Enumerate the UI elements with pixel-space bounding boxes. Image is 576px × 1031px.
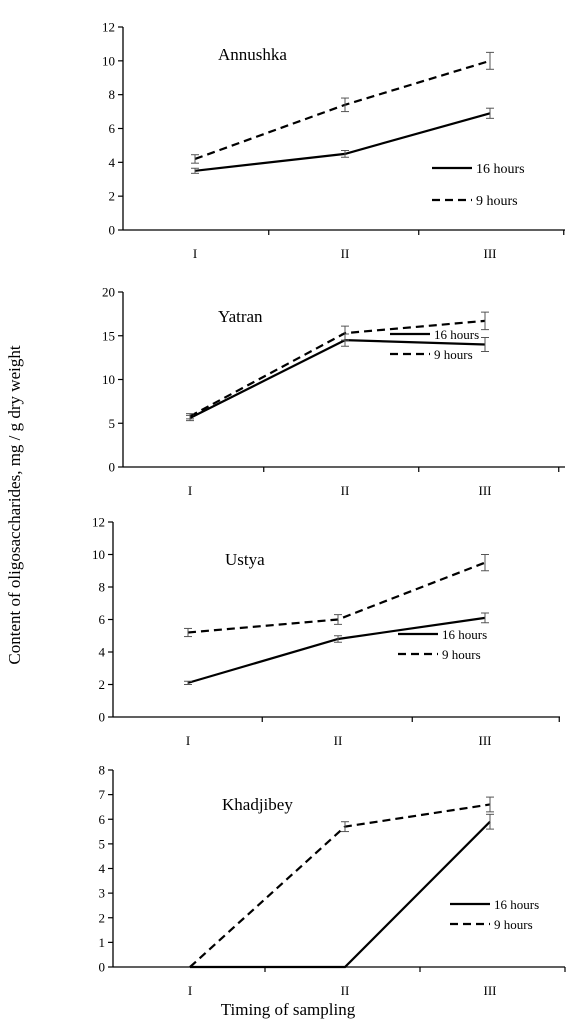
error-bar [341,325,349,341]
legend-label: 16 hours [494,897,539,912]
error-bar [186,413,194,420]
y-tick-label: 4 [99,861,106,876]
chart-title: Annushka [218,45,287,64]
error-bar [191,154,199,164]
y-tick-label: 4 [99,645,106,660]
error-bar [191,167,199,174]
x-tick-label: II [341,246,350,261]
y-tick-label: 12 [102,20,115,35]
y-tick-label: 6 [99,612,106,627]
error-bar [184,627,192,638]
y-tick-label: 0 [109,460,116,475]
x-tick-label: III [484,983,497,998]
error-bar [184,680,192,685]
y-tick-label: 20 [102,285,115,300]
error-bar [481,612,489,624]
legend-label: 16 hours [476,162,525,177]
error-bar [334,614,342,625]
legend-label: 16 hours [434,327,479,342]
error-bar [486,107,494,119]
y-tick-label: 4 [109,155,116,170]
legend-label: 9 hours [476,194,518,209]
x-axis-title: Timing of sampling [220,1000,356,1019]
y-axis-title: Content of oligosaccharides, mg / g dry … [5,345,24,664]
x-tick-label: I [188,983,192,998]
y-tick-label: 7 [99,787,106,802]
y-tick-label: 6 [109,121,116,136]
series-line [187,561,486,634]
legend-label: 16 hours [442,627,487,642]
y-tick-label: 8 [99,763,106,778]
y-tick-label: 0 [99,960,106,975]
x-tick-label: I [186,733,190,748]
x-tick-label: III [479,483,492,498]
error-bar [486,796,494,813]
error-bar [481,337,489,352]
chart-title: Khadjibey [222,795,293,814]
series-line [189,803,491,968]
y-tick-label: 8 [109,87,116,102]
y-tick-label: 10 [102,372,115,387]
y-tick-label: 12 [92,515,105,530]
x-tick-label: II [341,983,350,998]
y-tick-label: 15 [102,328,115,343]
x-tick-label: I [193,246,197,261]
series-line [194,59,491,160]
y-tick-label: 2 [99,910,106,925]
y-tick-label: 5 [99,836,106,851]
legend-label: 9 hours [494,917,533,932]
x-tick-label: II [334,733,343,748]
error-bar [341,97,349,113]
error-bar [481,311,489,331]
error-bar [341,821,349,833]
error-bar [486,51,494,70]
y-tick-label: 2 [99,677,106,692]
error-bar [334,635,342,643]
y-tick-label: 0 [99,710,106,725]
chart-title: Yatran [218,307,263,326]
error-bar [486,813,494,830]
y-tick-label: 6 [99,812,106,827]
legend-label: 9 hours [434,347,473,362]
y-tick-label: 10 [92,547,105,562]
error-bar [341,149,349,158]
y-tick-label: 8 [99,580,106,595]
y-tick-label: 1 [99,935,106,950]
y-tick-label: 10 [102,53,115,68]
x-tick-label: I [188,483,192,498]
y-tick-label: 2 [109,189,116,204]
y-tick-label: 0 [109,223,116,238]
y-tick-label: 5 [109,416,116,431]
chart-title: Ustya [225,550,265,569]
error-bar [481,554,489,572]
series-line [194,112,491,172]
series-line [190,820,491,969]
legend-label: 9 hours [442,647,481,662]
y-axis-title-container: Content of oligosaccharides, mg / g dry … [5,345,24,664]
x-tick-label: III [479,733,492,748]
y-tick-label: 3 [99,886,106,901]
x-tick-label: II [341,483,350,498]
x-tick-label: III [484,246,497,261]
